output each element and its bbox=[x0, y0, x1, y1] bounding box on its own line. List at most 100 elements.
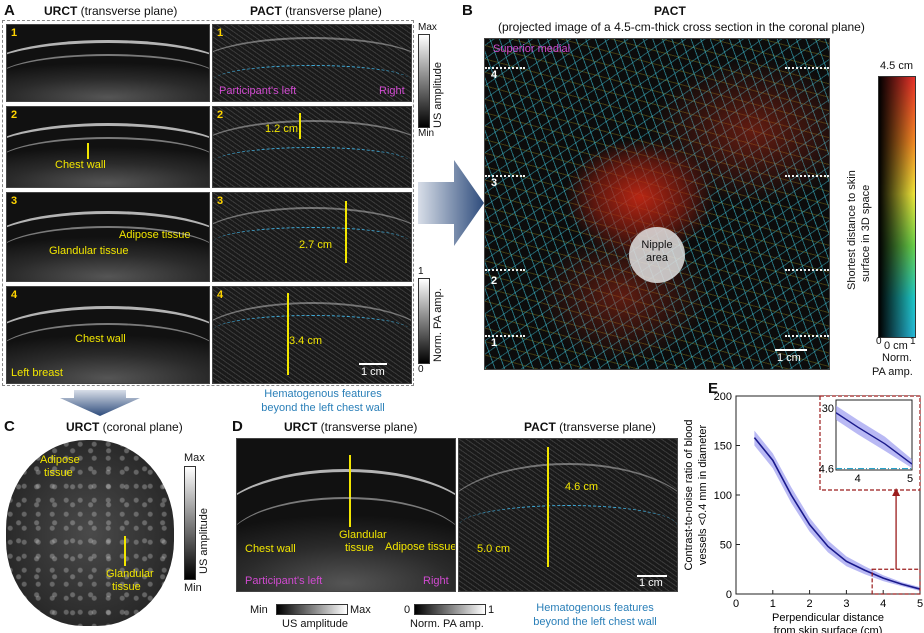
superior-medial-label: Superior medial bbox=[493, 43, 571, 55]
nipple-area-marker: Nipple area bbox=[629, 227, 685, 283]
depth-marker-line bbox=[485, 175, 525, 177]
chest-wall-dashed-line bbox=[459, 505, 677, 546]
panel-label-e: E bbox=[708, 380, 719, 397]
depth-number: 1 bbox=[491, 337, 498, 349]
inset-x-tick-label: 5 bbox=[907, 473, 913, 485]
panel-label-b: B bbox=[462, 2, 473, 19]
panel-label-c: C bbox=[4, 418, 15, 435]
urct-image-2: 2 Chest wall bbox=[6, 106, 210, 188]
colorbar-vertical-label-2: surface in 3D space bbox=[860, 184, 872, 282]
pact-subtitle: (transverse plane) bbox=[281, 4, 382, 18]
chest-wall-dashed-line bbox=[213, 65, 411, 96]
pact-transverse-image: 4.6 cm 5.0 cm 1 cm bbox=[458, 438, 678, 592]
arrow bbox=[87, 143, 89, 159]
colorbar-x1-label: 1 bbox=[910, 336, 916, 347]
pa-amplitude-colorbar bbox=[418, 278, 430, 364]
row-number: 1 bbox=[217, 27, 224, 39]
us-colorbar-label: US amplitude bbox=[282, 618, 349, 630]
row-number: 2 bbox=[217, 109, 224, 121]
pact-image-1: 1 Participant's left Right bbox=[212, 24, 412, 102]
inset-plot-frame bbox=[835, 399, 913, 471]
distance-label: 3.4 cm bbox=[289, 335, 323, 347]
depth-marker-line bbox=[785, 269, 829, 271]
scale-bar bbox=[775, 349, 807, 351]
us-colorbar-min: Min bbox=[250, 604, 268, 616]
pact-subtitle: (transverse plane) bbox=[555, 420, 656, 434]
urct-title: URCT bbox=[44, 4, 78, 18]
colorbar-bottom-label: 0 cm bbox=[884, 340, 908, 352]
depth-marker-line bbox=[485, 335, 525, 337]
colorbar-max: Max bbox=[184, 452, 205, 464]
participant-left-label: Participant's left bbox=[245, 575, 323, 587]
glandular-label-line1: Glandular bbox=[339, 529, 387, 541]
pact-image-4: 4 3.4 cm 1 cm bbox=[212, 286, 412, 384]
urct-image-1: 1 bbox=[6, 24, 210, 102]
panel-label-a: A bbox=[4, 2, 15, 19]
y-tick-label: 100 bbox=[714, 490, 732, 502]
pa-colorbar-max: 1 bbox=[488, 604, 495, 616]
x-axis-label-line2: from skin surface (cm) bbox=[774, 625, 883, 633]
flow-arrow-right bbox=[418, 160, 484, 246]
colorbar-x0-label: 0 bbox=[876, 336, 882, 347]
inset-line bbox=[835, 412, 913, 465]
urct-transverse-image: Chest wall Glandular tissue Adipose tiss… bbox=[236, 438, 456, 592]
series-line bbox=[753, 437, 921, 590]
hematogenous-label-line2: beyond the left chest wall bbox=[533, 616, 657, 628]
scale-bar bbox=[359, 363, 387, 365]
distance-arrow bbox=[299, 113, 301, 139]
pact-image-2: 2 1.2 cm bbox=[212, 106, 412, 188]
scale-bar-label: 1 cm bbox=[777, 352, 801, 364]
urct-title: URCT bbox=[66, 420, 100, 434]
depth-number: 2 bbox=[491, 275, 498, 287]
inset-x-tick-label: 4 bbox=[855, 473, 861, 485]
depth-marker-line bbox=[485, 269, 525, 271]
pact-coronal-image: Superior medial 4 3 2 1 Nipple area 1 cm bbox=[484, 38, 830, 370]
x-tick-label: 3 bbox=[843, 598, 849, 610]
x-tick-label: 4 bbox=[880, 598, 886, 610]
panel-c-header: URCT (coronal plane) bbox=[66, 420, 183, 434]
scale-bar-label: 1 cm bbox=[639, 577, 663, 589]
inset-y-tick-label: 30 bbox=[822, 403, 834, 415]
pa-colorbar-label: Norm. PA amp. bbox=[410, 618, 484, 630]
us-colorbar-label: US amplitude bbox=[432, 61, 444, 128]
pact-image-3: 3 2.7 cm bbox=[212, 192, 412, 282]
scale-bar-label: 1 cm bbox=[361, 366, 385, 378]
chest-wall-dashed-line bbox=[213, 227, 411, 258]
y-tick-label: 200 bbox=[714, 391, 732, 403]
participant-left-label: Participant's left bbox=[219, 85, 297, 97]
distance-arrow bbox=[287, 293, 289, 375]
chest-wall-label: Chest wall bbox=[75, 333, 126, 345]
zoom-connector-arrowhead bbox=[892, 488, 901, 496]
urct-image-3: 3 Adipose tissue Glandular tissue bbox=[6, 192, 210, 282]
x-tick-label: 2 bbox=[807, 598, 813, 610]
chest-wall-label: Chest wall bbox=[55, 159, 106, 171]
glandular-tissue-label: Glandular tissue bbox=[49, 245, 129, 257]
depth-colorbar bbox=[878, 76, 916, 338]
chest-wall-dashed-line bbox=[213, 315, 411, 346]
urct-subtitle: (transverse plane) bbox=[77, 4, 178, 18]
chest-wall-dashed-line bbox=[213, 147, 411, 178]
panel-a-pact-header: PACT (transverse plane) bbox=[250, 4, 382, 18]
arrow bbox=[124, 536, 126, 566]
right-label: Right bbox=[423, 575, 449, 587]
colorbar-xlabel-2: PA amp. bbox=[872, 366, 913, 378]
urct-subtitle: (transverse plane) bbox=[317, 420, 418, 434]
pa-amplitude-colorbar bbox=[414, 604, 486, 615]
arrow bbox=[349, 455, 351, 527]
us-colorbar-max: Max bbox=[418, 22, 437, 33]
inset-y-tick-label: 4.6 bbox=[819, 464, 834, 476]
x-axis-label-line1: Perpendicular distance bbox=[772, 612, 884, 624]
depth-marker-line bbox=[785, 67, 829, 69]
panel-b-subtitle: (projected image of a 4.5-cm-thick cross… bbox=[498, 20, 865, 34]
panel-d-urct-header: URCT (transverse plane) bbox=[284, 420, 417, 434]
pa-colorbar-max: 1 bbox=[418, 266, 424, 277]
pa-colorbar-min: 0 bbox=[418, 364, 424, 375]
x-tick-label: 1 bbox=[770, 598, 776, 610]
hematogenous-label-line1: Hematogenous features bbox=[264, 388, 382, 400]
glandular-label-line1: Glandular bbox=[106, 568, 154, 580]
adipose-tissue-label: Adipose tissue bbox=[119, 229, 191, 241]
us-amplitude-colorbar bbox=[276, 604, 348, 615]
adipose-label: Adipose tissue bbox=[385, 541, 456, 553]
left-breast-label: Left breast bbox=[11, 367, 63, 379]
